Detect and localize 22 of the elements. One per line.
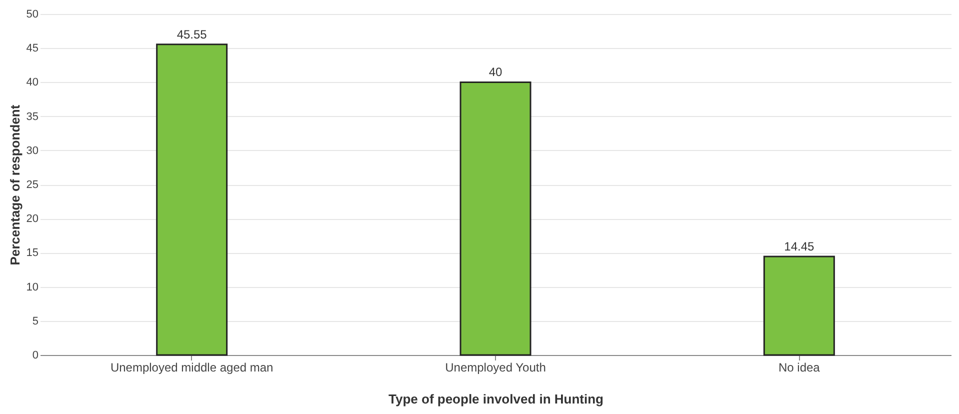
data-label: 14.45: [784, 239, 815, 254]
y-tick-label: 50: [26, 8, 38, 20]
x-tick-label: No idea: [778, 360, 820, 374]
y-tick-label: 0: [32, 350, 38, 362]
y-axis-title: Percentage of respondent: [7, 104, 22, 266]
y-tick-label: 45: [26, 42, 38, 55]
x-tick-label: Unemployed middle aged man: [110, 360, 274, 374]
y-tick-label: 30: [26, 144, 38, 157]
y-tick-label: 40: [26, 76, 38, 89]
data-label: 45.55: [176, 27, 208, 42]
x-axis-title: Type of people involved in Hunting: [388, 392, 604, 406]
bar: [460, 81, 532, 356]
y-tick-label: 25: [26, 179, 38, 191]
y-tick-label: 10: [26, 281, 38, 294]
y-tick-label: 15: [26, 247, 38, 260]
y-tick-label: 35: [26, 110, 38, 123]
y-tick-label: 20: [26, 213, 38, 226]
y-tick-label: 5: [32, 315, 38, 328]
bar: [763, 256, 835, 356]
data-label: 40: [488, 65, 502, 80]
x-tick-label: Unemployed Youth: [445, 360, 546, 374]
bar: [156, 44, 228, 356]
